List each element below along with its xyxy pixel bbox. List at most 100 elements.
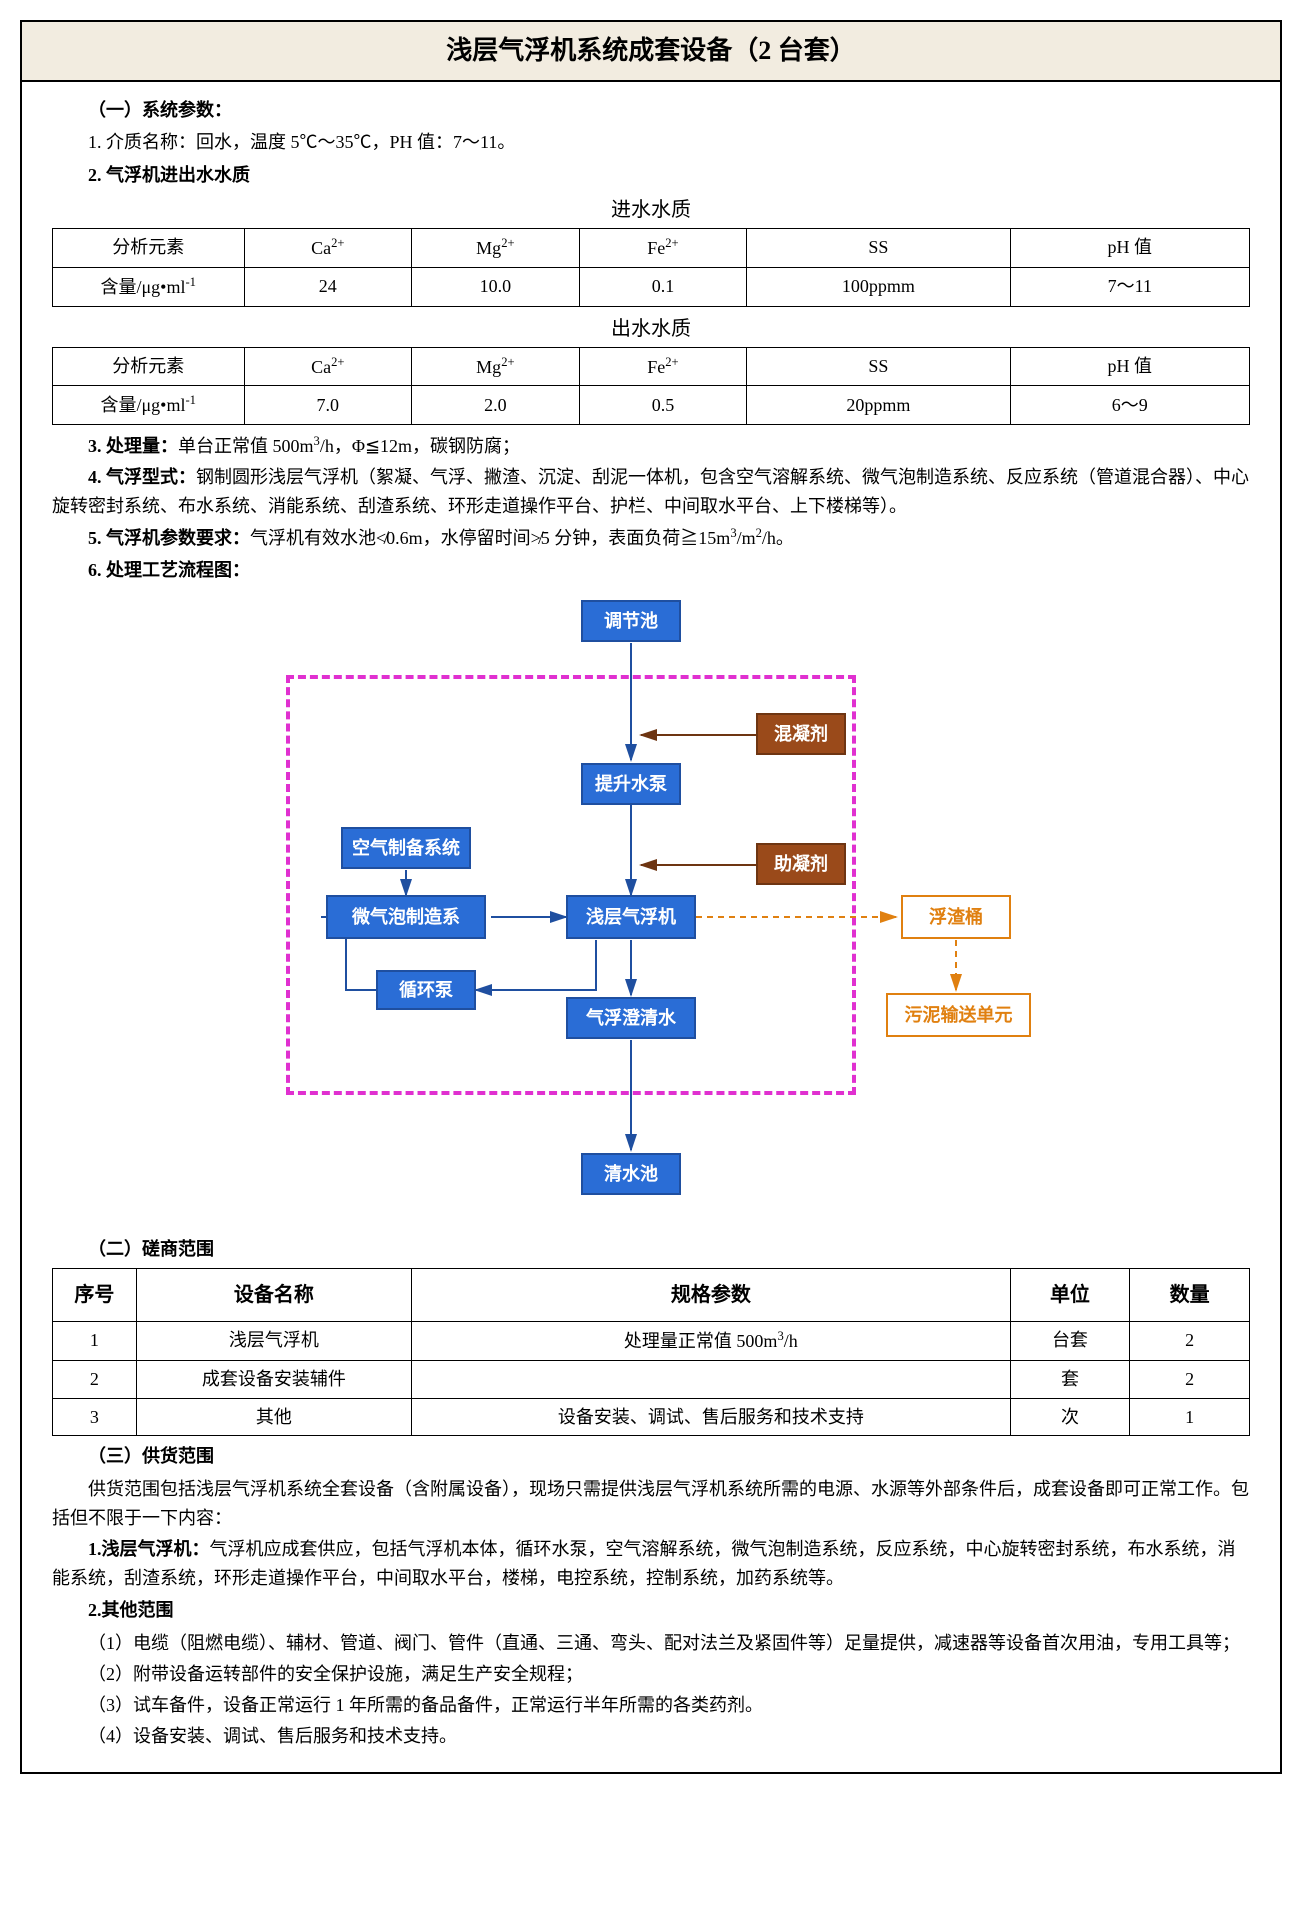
cell-seq: 2 <box>53 1360 137 1398</box>
cell-name: 浅层气浮机 <box>136 1321 411 1360</box>
flow-node-n6: 空气制备系统 <box>341 827 471 869</box>
cell-qty: 1 <box>1130 1398 1250 1436</box>
cell-ca: Ca2+ <box>244 228 412 267</box>
cell-fe: Fe2+ <box>579 228 747 267</box>
cell-val: 0.1 <box>579 267 747 306</box>
cell-val: 6～9 <box>1010 386 1249 425</box>
supply-2-3: （3）试车备件，设备正常运行 1 年所需的备品备件，正常运行半年所需的各类药剂。 <box>52 1691 1250 1720</box>
flow-node-n12: 污泥输送单元 <box>886 993 1031 1037</box>
flow-node-n9: 混凝剂 <box>756 713 846 755</box>
supply-2-4: （4）设备安装、调试、售后服务和技术支持。 <box>52 1722 1250 1751</box>
param-4-label: 4. 气浮型式： <box>88 467 196 487</box>
supply-2-2: （2）附带设备运转部件的安全保护设施，满足生产安全规程； <box>52 1660 1250 1689</box>
section-2-heading: （二）磋商范围 <box>52 1235 1250 1264</box>
col-name: 设备名称 <box>136 1268 411 1321</box>
cell-ca: Ca2+ <box>244 347 412 386</box>
cell-content-label: 含量/μg•ml-1 <box>53 386 245 425</box>
table-out: 分析元素 Ca2+ Mg2+ Fe2+ SS pH 值 含量/μg•ml-1 7… <box>52 347 1250 426</box>
col-qty: 数量 <box>1130 1268 1250 1321</box>
param-5: 5. 气浮机参数要求：气浮机有效水池≮0.6m，水停留时间≯5 分钟，表面负荷≧… <box>52 523 1250 553</box>
content-body: （一）系统参数： 1. 介质名称：回水，温度 5℃～35℃，PH 值：7～11。… <box>22 82 1280 1773</box>
cell-content-label: 含量/μg•ml-1 <box>53 267 245 306</box>
section-3-heading: （三）供货范围 <box>52 1442 1250 1471</box>
cell-val: 10.0 <box>412 267 580 306</box>
flow-node-n2: 提升水泵 <box>581 763 681 805</box>
cell-ss: SS <box>747 347 1010 386</box>
supply-1-text: 气浮机应成套供应，包括气浮机本体，循环水泵，空气溶解系统，微气泡制造系统，反应系… <box>52 1539 1236 1588</box>
page-title: 浅层气浮机系统成套设备（2 台套） <box>22 22 1280 82</box>
cell-mg: Mg2+ <box>412 228 580 267</box>
col-seq: 序号 <box>53 1268 137 1321</box>
cell-name: 成套设备安装辅件 <box>136 1360 411 1398</box>
supply-para: 供货范围包括浅层气浮机系统全套设备（含附属设备），现场只需提供浅层气浮机系统所需… <box>52 1475 1250 1533</box>
flow-node-n7: 微气泡制造系 <box>326 895 486 939</box>
table-in-title: 进水水质 <box>52 194 1250 226</box>
table-out-title: 出水水质 <box>52 313 1250 345</box>
cell-unit: 次 <box>1010 1398 1130 1436</box>
col-spec: 规格参数 <box>412 1268 1011 1321</box>
page-container: 浅层气浮机系统成套设备（2 台套） （一）系统参数： 1. 介质名称：回水，温度… <box>20 20 1282 1774</box>
cell-seq: 1 <box>53 1321 137 1360</box>
supply-2-heading: 2.其他范围 <box>52 1596 1250 1625</box>
param-3-label: 3. 处理量： <box>88 436 178 456</box>
section-1-heading: （一）系统参数： <box>52 96 1250 125</box>
cell-ph: pH 值 <box>1010 228 1249 267</box>
cell-seq: 3 <box>53 1398 137 1436</box>
cell-mg: Mg2+ <box>412 347 580 386</box>
flow-node-n3: 浅层气浮机 <box>566 895 696 939</box>
param-4: 4. 气浮型式：钢制圆形浅层气浮机（絮凝、气浮、撇渣、沉淀、刮泥一体机，包含空气… <box>52 463 1250 521</box>
cell-val: 7～11 <box>1010 267 1249 306</box>
cell-unit: 台套 <box>1010 1321 1130 1360</box>
cell-name: 其他 <box>136 1398 411 1436</box>
supply-1-label: 1.浅层气浮机： <box>88 1539 210 1559</box>
cell-val: 7.0 <box>244 386 412 425</box>
param-5-text: 气浮机有效水池≮0.6m，水停留时间≯5 分钟，表面负荷≧15m3/m2/h。 <box>250 528 794 548</box>
table-row: 2 成套设备安装辅件 套 2 <box>53 1360 1250 1398</box>
flowchart-container: 调节池 提升水泵 浅层气浮机 气浮澄清水 清水池 空气制备系统 微气泡制造系 循… <box>52 595 1250 1215</box>
flow-node-n5: 清水池 <box>581 1153 681 1195</box>
cell-unit: 套 <box>1010 1360 1130 1398</box>
cell-val: 2.0 <box>412 386 580 425</box>
param-3-text: 单台正常值 500m3/h，Φ≦12m，碳钢防腐； <box>178 436 520 456</box>
flow-node-n1: 调节池 <box>581 600 681 642</box>
flow-node-n8: 循环泵 <box>376 970 476 1010</box>
table-row: 分析元素 Ca2+ Mg2+ Fe2+ SS pH 值 <box>53 347 1250 386</box>
param-5-label: 5. 气浮机参数要求： <box>88 528 250 548</box>
table-row: 1 浅层气浮机 处理量正常值 500m3/h 台套 2 <box>53 1321 1250 1360</box>
param-6-heading: 6. 处理工艺流程图： <box>52 556 1250 585</box>
table-row: 含量/μg•ml-1 7.0 2.0 0.5 20ppmm 6～9 <box>53 386 1250 425</box>
param-1: 1. 介质名称：回水，温度 5℃～35℃，PH 值：7～11。 <box>52 128 1250 157</box>
col-unit: 单位 <box>1010 1268 1130 1321</box>
param-3: 3. 处理量：单台正常值 500m3/h，Φ≦12m，碳钢防腐； <box>52 431 1250 461</box>
param-4-text: 钢制圆形浅层气浮机（絮凝、气浮、撇渣、沉淀、刮泥一体机，包含空气溶解系统、微气泡… <box>52 467 1249 516</box>
supply-1: 1.浅层气浮机：气浮机应成套供应，包括气浮机本体，循环水泵，空气溶解系统，微气泡… <box>52 1535 1250 1593</box>
param-1-text: 回水，温度 5℃～35℃，PH 值：7～11。 <box>196 132 515 152</box>
cell-ss: SS <box>747 228 1010 267</box>
cell-qty: 2 <box>1130 1321 1250 1360</box>
table-in: 分析元素 Ca2+ Mg2+ Fe2+ SS pH 值 含量/μg•ml-1 2… <box>52 228 1250 307</box>
cell-spec: 处理量正常值 500m3/h <box>412 1321 1011 1360</box>
table-row: 3 其他 设备安装、调试、售后服务和技术支持 次 1 <box>53 1398 1250 1436</box>
table-negotiation: 序号 设备名称 规格参数 单位 数量 1 浅层气浮机 处理量正常值 500m3/… <box>52 1268 1250 1436</box>
flow-node-n4: 气浮澄清水 <box>566 997 696 1039</box>
param-1-label: 1. 介质名称： <box>88 132 196 152</box>
cell-qty: 2 <box>1130 1360 1250 1398</box>
cell-spec: 设备安装、调试、售后服务和技术支持 <box>412 1398 1011 1436</box>
cell-ph: pH 值 <box>1010 347 1249 386</box>
cell-val: 100ppmm <box>747 267 1010 306</box>
cell-element: 分析元素 <box>53 228 245 267</box>
flow-node-n10: 助凝剂 <box>756 843 846 885</box>
cell-spec <box>412 1360 1011 1398</box>
supply-2-1: （1）电缆（阻燃电缆）、辅材、管道、阀门、管件（直通、三通、弯头、配对法兰及紧固… <box>52 1629 1250 1658</box>
cell-fe: Fe2+ <box>579 347 747 386</box>
table-row: 分析元素 Ca2+ Mg2+ Fe2+ SS pH 值 <box>53 228 1250 267</box>
flow-node-n11: 浮渣桶 <box>901 895 1011 939</box>
flowchart: 调节池 提升水泵 浅层气浮机 气浮澄清水 清水池 空气制备系统 微气泡制造系 循… <box>236 595 1066 1215</box>
param-2-heading: 2. 气浮机进出水水质 <box>52 161 1250 190</box>
cell-val: 24 <box>244 267 412 306</box>
cell-val: 0.5 <box>579 386 747 425</box>
table-row: 含量/μg•ml-1 24 10.0 0.1 100ppmm 7～11 <box>53 267 1250 306</box>
cell-val: 20ppmm <box>747 386 1010 425</box>
cell-element: 分析元素 <box>53 347 245 386</box>
table-row: 序号 设备名称 规格参数 单位 数量 <box>53 1268 1250 1321</box>
